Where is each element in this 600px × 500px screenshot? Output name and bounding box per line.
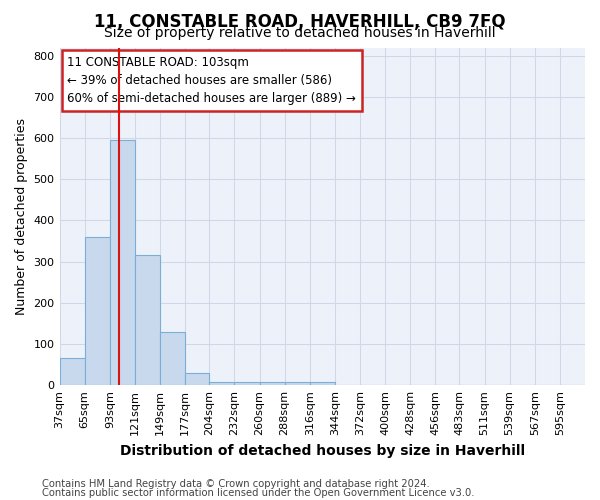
Text: Contains public sector information licensed under the Open Government Licence v3: Contains public sector information licen…	[42, 488, 475, 498]
Y-axis label: Number of detached properties: Number of detached properties	[15, 118, 28, 315]
X-axis label: Distribution of detached houses by size in Haverhill: Distribution of detached houses by size …	[120, 444, 525, 458]
Bar	[160, 332, 185, 385]
Text: Contains HM Land Registry data © Crown copyright and database right 2024.: Contains HM Land Registry data © Crown c…	[42, 479, 430, 489]
Text: Size of property relative to detached houses in Haverhill: Size of property relative to detached ho…	[104, 26, 496, 40]
Bar	[284, 382, 310, 385]
Bar	[235, 382, 260, 385]
Bar	[310, 382, 335, 385]
Bar	[59, 358, 85, 385]
Bar	[185, 373, 209, 385]
Bar	[209, 382, 235, 385]
Text: 11 CONSTABLE ROAD: 103sqm
← 39% of detached houses are smaller (586)
60% of semi: 11 CONSTABLE ROAD: 103sqm ← 39% of detac…	[67, 56, 356, 105]
Bar	[85, 237, 110, 385]
Text: 11, CONSTABLE ROAD, HAVERHILL, CB9 7FQ: 11, CONSTABLE ROAD, HAVERHILL, CB9 7FQ	[94, 12, 506, 30]
Bar	[260, 382, 284, 385]
Bar	[135, 256, 160, 385]
Bar	[110, 140, 135, 385]
